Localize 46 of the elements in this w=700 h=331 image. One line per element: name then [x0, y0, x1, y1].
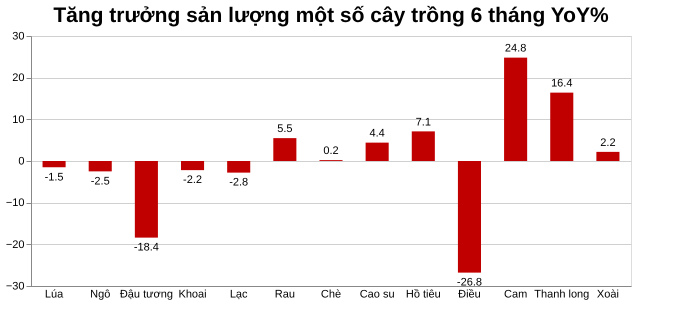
data-label: -2.8 [229, 176, 248, 189]
bar [273, 138, 296, 161]
y-tick-label: −10 [6, 197, 24, 210]
x-tick-label: Lạc [230, 288, 248, 300]
x-tick-label: Cao su [360, 288, 395, 300]
y-tick-label: 30 [12, 30, 24, 42]
x-tick-label: Ngô [90, 288, 110, 300]
y-tick-label: −20 [6, 238, 24, 251]
data-label: -2.5 [90, 175, 110, 188]
x-tick-label: Xoài [596, 288, 619, 300]
bar [412, 131, 435, 161]
x-tick-label: Thanh long [534, 288, 590, 300]
bar [504, 58, 528, 161]
data-label: 16.4 [551, 78, 572, 90]
x-tick-label: Hồ tiêu [406, 288, 441, 300]
x-tick-label: Điều [458, 288, 481, 300]
bar [42, 161, 66, 168]
data-label: -1.5 [44, 171, 64, 184]
data-label: 24.8 [504, 42, 526, 55]
data-label: -2.2 [183, 174, 202, 186]
y-tick-label: 0 [18, 156, 24, 168]
bar [596, 152, 620, 161]
bar [134, 161, 158, 238]
y-tick-label: −30 [6, 280, 24, 292]
bar [550, 92, 574, 161]
x-tick-label: Rau [274, 288, 295, 300]
chart-title: Tăng trưởng sản lượng một số cây trồng 6 tháng YoY% [53, 4, 610, 27]
data-label: -26.8 [456, 276, 482, 289]
data-label: 0.2 [323, 145, 339, 158]
data-label: -18.4 [134, 242, 159, 254]
x-tick-label: Cam [504, 288, 528, 300]
bar [227, 161, 250, 173]
x-tick-label: Khoai [178, 288, 207, 300]
data-label: 2.2 [600, 136, 616, 149]
bar [181, 161, 204, 170]
data-label: 7.1 [416, 116, 431, 128]
y-tick-label: 20 [12, 72, 24, 84]
x-tick-label: Đậu tương [120, 288, 173, 300]
x-tick-label: Chè [320, 288, 342, 300]
bar [88, 161, 112, 172]
data-label: 5.5 [277, 123, 292, 136]
y-tick-label: 10 [12, 114, 24, 126]
bar [458, 161, 481, 273]
x-tick-label: Lúa [44, 288, 64, 300]
bar [366, 142, 389, 161]
data-label: 4.4 [370, 128, 385, 140]
